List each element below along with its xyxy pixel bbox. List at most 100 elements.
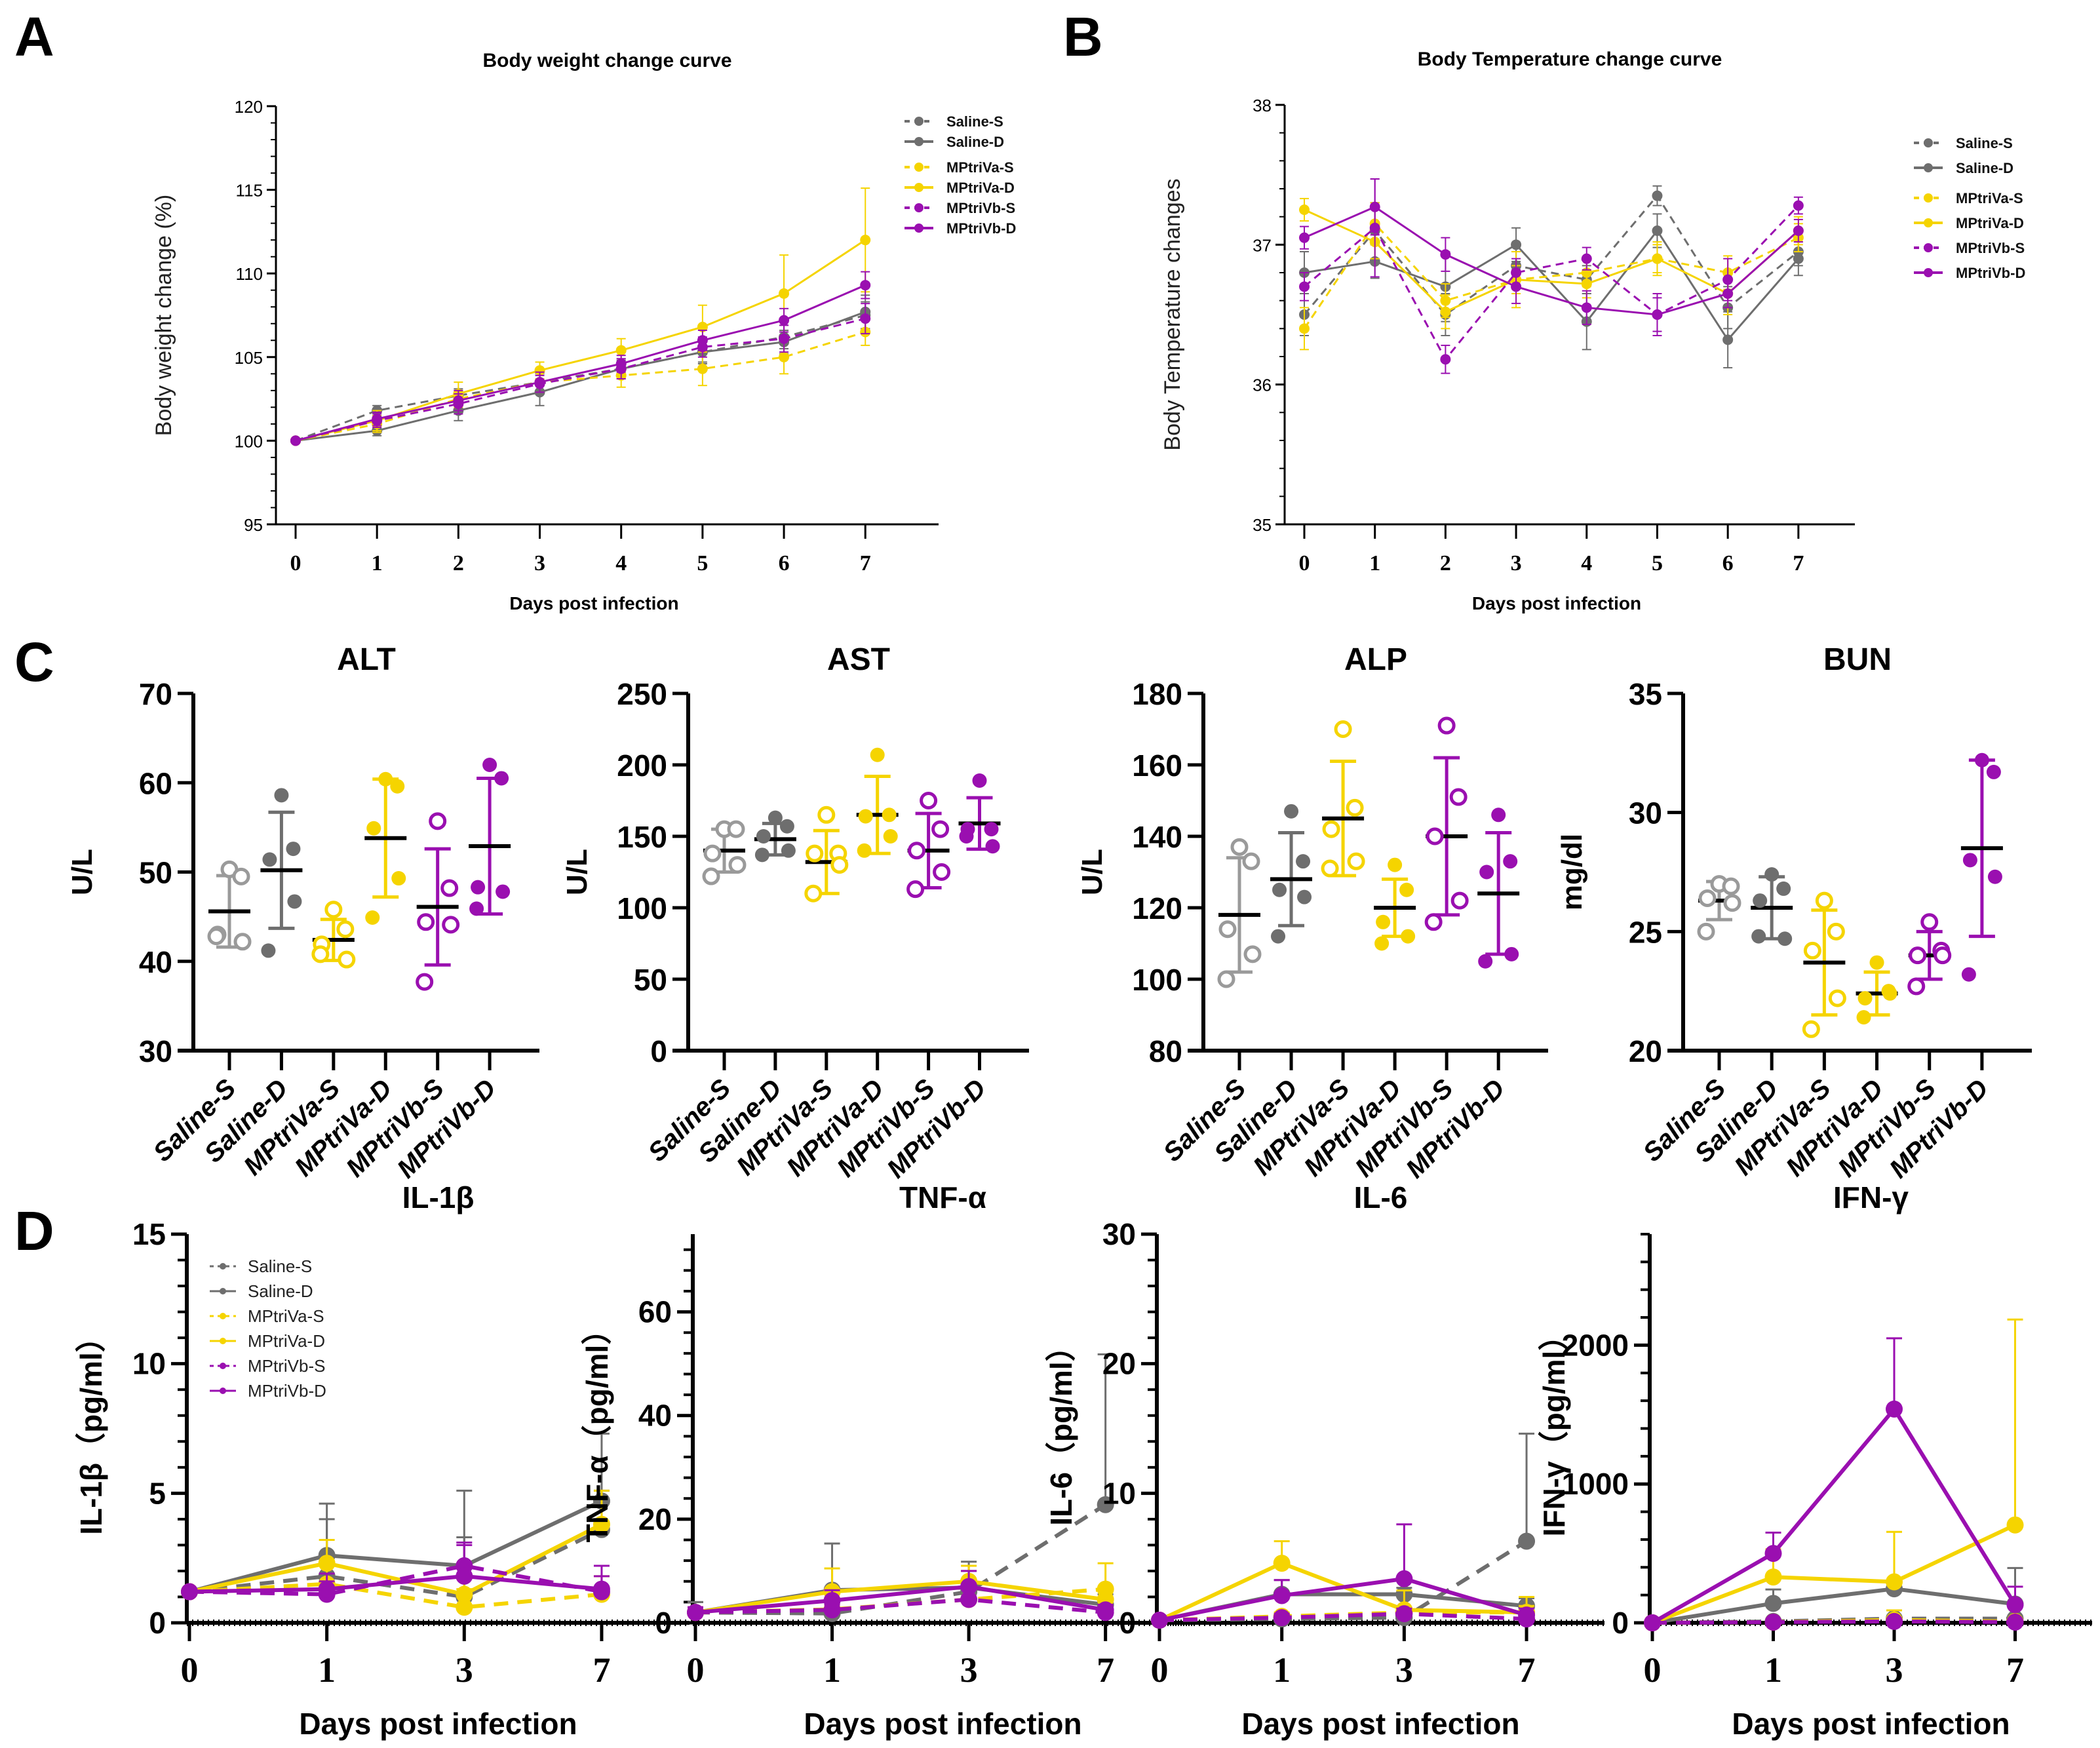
data-point xyxy=(1272,882,1287,897)
data-point xyxy=(534,377,545,388)
data-point xyxy=(1961,967,1976,982)
legend-label: MPtriVa-S xyxy=(946,159,1014,176)
data-point xyxy=(703,844,722,863)
data-point xyxy=(960,1591,978,1608)
panel-label-c: C xyxy=(14,631,54,693)
data-point xyxy=(1299,323,1310,334)
data-point xyxy=(1388,857,1403,872)
x-tick-label: 3 xyxy=(456,1650,473,1690)
y-tick-label: 110 xyxy=(236,264,263,284)
data-point xyxy=(756,829,771,844)
data-point xyxy=(1097,1601,1114,1619)
data-point xyxy=(1723,894,1741,912)
data-point xyxy=(1764,867,1779,882)
group-saline-s xyxy=(702,820,747,885)
series-line xyxy=(1158,1561,1527,1622)
y-tick-label: 140 xyxy=(1132,820,1182,854)
data-point xyxy=(1479,864,1494,880)
data-point xyxy=(1869,955,1884,970)
legend-label: Saline-S xyxy=(946,113,1003,130)
series-line xyxy=(295,331,866,442)
x-axis-label: Days post infection xyxy=(1241,1707,1519,1741)
data-point xyxy=(1764,1595,1782,1612)
data-point xyxy=(1271,929,1286,944)
x-tick-label: 0 xyxy=(1151,1650,1169,1690)
data-point xyxy=(615,359,627,370)
data-point xyxy=(1793,253,1804,264)
series-line xyxy=(1303,194,1799,317)
series-line xyxy=(695,1587,1106,1615)
data-point xyxy=(697,321,708,332)
y-tick-label: 180 xyxy=(1132,677,1182,711)
data-point xyxy=(960,1578,978,1595)
y-tick-label: 0 xyxy=(149,1606,166,1640)
data-point xyxy=(1857,991,1873,1006)
data-point xyxy=(1273,1555,1291,1572)
data-point xyxy=(290,435,301,446)
chart-title: Body weight change curve xyxy=(482,50,731,71)
y-tick-label: 1000 xyxy=(1562,1467,1629,1501)
data-point xyxy=(687,1604,704,1622)
data-point xyxy=(1440,306,1451,317)
x-tick-label: 5 xyxy=(1652,551,1663,575)
data-point xyxy=(1652,253,1663,264)
data-point xyxy=(727,820,745,838)
group-mptrivb-d xyxy=(1960,752,2003,982)
y-tick-label: 105 xyxy=(235,348,263,368)
y-tick-label: 100 xyxy=(617,891,667,925)
data-point xyxy=(1793,200,1804,211)
y-tick-label: 250 xyxy=(617,677,667,711)
data-point xyxy=(972,773,987,788)
x-tick-label: 3 xyxy=(960,1650,978,1690)
data-point xyxy=(1322,820,1340,838)
panel-label-d: D xyxy=(14,1200,54,1262)
legend-marker xyxy=(1924,218,1933,227)
data-point xyxy=(2006,1596,2024,1614)
data-point xyxy=(779,315,790,326)
y-tick-label: 50 xyxy=(634,963,667,997)
series-mptrivb-d xyxy=(1151,1523,1536,1629)
chart-a: Body weight change curve9510010511011512… xyxy=(151,50,1016,613)
series-line xyxy=(295,317,866,442)
y-axis-label: Body Temperature changes xyxy=(1160,178,1185,450)
data-point xyxy=(417,913,435,931)
chart-title: IL-6 xyxy=(1354,1180,1408,1214)
data-point xyxy=(469,901,484,916)
series-line xyxy=(1652,1587,2015,1625)
data-point xyxy=(338,950,356,969)
group-mptrivb-d xyxy=(1477,807,1520,969)
series-line xyxy=(189,1582,602,1610)
data-point xyxy=(534,365,545,376)
chart-title: ALP xyxy=(1344,642,1407,677)
data-point xyxy=(920,792,938,809)
data-point xyxy=(857,843,872,858)
series-line xyxy=(189,1523,603,1597)
series-line xyxy=(1651,1523,2016,1625)
group-mptriva-s xyxy=(1802,891,1846,1038)
y-tick-label: 37 xyxy=(1253,235,1272,255)
x-tick-label: 3 xyxy=(534,551,545,575)
y-tick-label: 35 xyxy=(1629,677,1662,711)
chart-title: IFN-γ xyxy=(1833,1180,1909,1214)
x-tick-label: 4 xyxy=(1581,551,1592,575)
data-point xyxy=(697,363,708,374)
panel-label-a: A xyxy=(14,6,54,68)
data-point xyxy=(1987,869,2002,884)
data-point xyxy=(860,313,871,324)
legend-label: MPtriVb-D xyxy=(1956,265,2025,281)
chart-alt: ALT3040506070U/LSaline-SSaline-DMPtriVa-… xyxy=(66,642,539,1184)
data-point xyxy=(233,933,252,951)
data-point xyxy=(779,333,790,344)
group-mptriva-d xyxy=(1856,955,1898,1025)
group-mptrivb-d xyxy=(469,758,511,916)
x-tick-label: 0 xyxy=(687,1650,705,1690)
data-point xyxy=(318,1580,336,1598)
x-tick-label: 2 xyxy=(1440,551,1451,575)
data-point xyxy=(984,822,999,837)
data-point xyxy=(1376,914,1391,929)
series-line xyxy=(295,311,866,442)
x-tick-label: 4 xyxy=(615,551,627,575)
series-mptrivb-d xyxy=(687,1570,1114,1622)
legend-marker xyxy=(914,223,924,233)
